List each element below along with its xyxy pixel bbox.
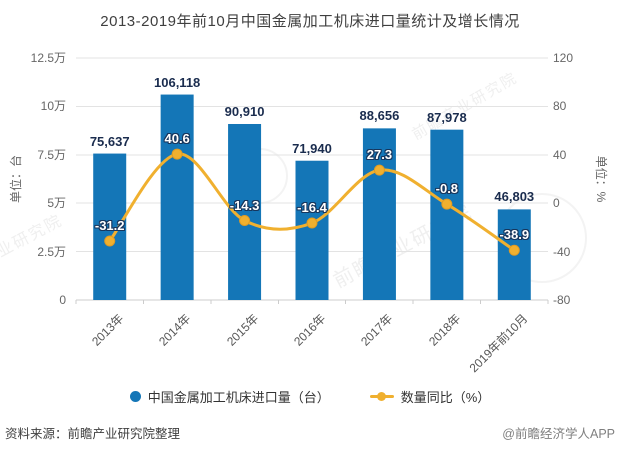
bar-value-label: 90,910: [224, 103, 265, 119]
y-axis-tick-right: 0: [553, 196, 560, 211]
y-axis-tick-left: 7.5万: [37, 147, 66, 162]
bar-value-label: 88,656: [359, 108, 400, 124]
line-value-label: 27.3: [366, 147, 393, 163]
chart-legend: 中国金属加工机床进口量（台） 数量同比（%）: [0, 387, 620, 406]
line-data-point: [373, 164, 385, 176]
y-axis-tick-left: 10万: [40, 99, 66, 114]
y-axis-tick-right: -80: [553, 293, 571, 307]
bar-series-marker-icon: [129, 390, 141, 402]
data-source-text: 资料来源：前瞻产业研究院整理: [5, 427, 181, 441]
bar-value-label: 106,118: [154, 74, 201, 90]
line-series-marker-icon: [369, 391, 394, 401]
line-data-point: [508, 244, 520, 256]
bar-value-label: 87,978: [426, 109, 467, 125]
chart-title: 2013-2019年前10月中国金属加工机床进口量统计及增长情况: [100, 13, 520, 30]
line-data-point: [441, 198, 453, 210]
y-axis-tick-left: 0: [59, 293, 66, 307]
credit-text: @前瞻经济学人APP: [502, 427, 615, 441]
y-axis-tick-right: -40: [553, 244, 571, 259]
y-axis-tick-right: 120: [553, 51, 574, 65]
bar: [160, 94, 194, 301]
line-data-point: [306, 217, 318, 229]
legend-item-yoy: 数量同比（%）: [369, 387, 491, 406]
line-value-label: -0.8: [435, 181, 459, 197]
line-data-point: [171, 148, 183, 160]
line-data-point: [239, 215, 251, 227]
y-axis-tick-right: 40: [553, 147, 567, 162]
y-axis-tick-left: 12.5万: [30, 51, 66, 65]
bar: [295, 160, 329, 300]
y-axis-tick-right: 80: [553, 99, 567, 114]
legend-label-imports: 中国金属加工机床进口量（台）: [147, 389, 330, 405]
legend-label-yoy: 数量同比（%）: [400, 389, 491, 405]
bar-value-label: 71,940: [292, 140, 332, 156]
line-data-point: [104, 235, 116, 247]
bar: [430, 129, 464, 300]
line-value-label: -38.9: [499, 227, 530, 243]
bar: [362, 128, 396, 300]
y-axis-tick-left: 2.5万: [37, 244, 66, 259]
line-value-label: -14.3: [229, 197, 260, 213]
legend-item-imports: 中国金属加工机床进口量（台）: [129, 387, 330, 406]
bar: [93, 153, 127, 300]
bar-value-label: 75,637: [89, 133, 130, 149]
y-axis-tick-left: 5万: [47, 196, 66, 211]
line-value-label: -16.4: [297, 200, 327, 216]
bar-value-label: 46,803: [494, 189, 535, 205]
line-value-label: 40.6: [164, 131, 190, 147]
right-axis-unit-label: 单位：%: [594, 155, 608, 203]
left-axis-unit-label: 单位：台: [9, 155, 23, 204]
line-value-label: -31.2: [94, 217, 125, 233]
